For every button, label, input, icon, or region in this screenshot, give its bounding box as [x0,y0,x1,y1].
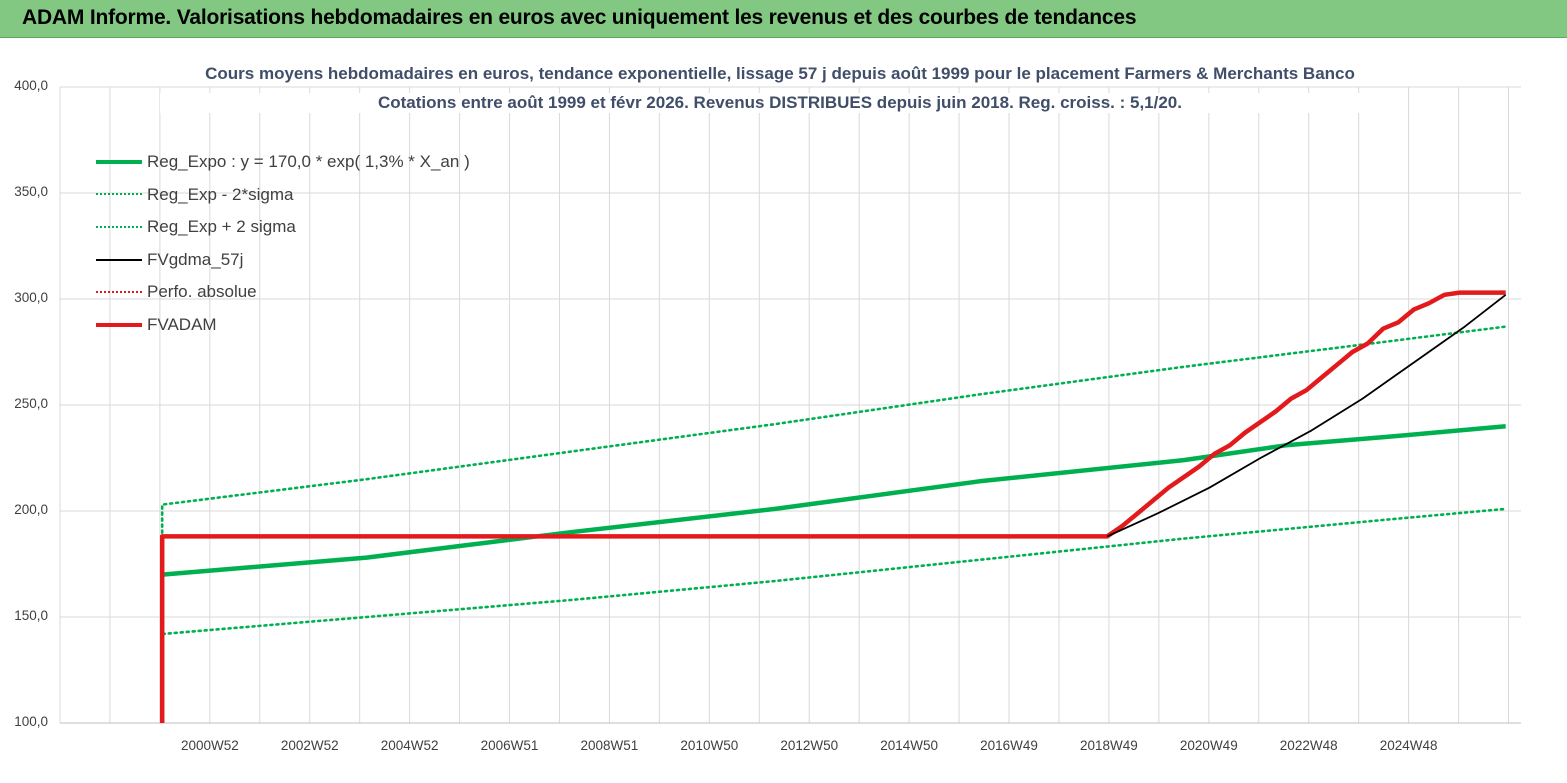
legend-label: FVgdma_57j [147,249,244,269]
legend-label: Reg_Exp - 2*sigma [147,184,294,204]
x-tick-label: 2024W48 [1379,738,1438,753]
x-tick-label: 2016W49 [980,738,1038,753]
legend-label: Reg_Exp + 2 sigma [147,217,296,237]
chart-area [0,38,1567,783]
report-banner: ADAM Informe. Valorisations hebdomadaire… [0,0,1567,38]
x-tick-label: 2020W49 [1179,738,1238,753]
x-tick-label: 2022W48 [1279,738,1338,753]
legend-label: FVADAM [147,315,217,334]
x-tick-label: 2008W51 [580,738,639,753]
y-tick-label: 300,0 [14,290,48,305]
x-tick-label: 2014W50 [880,738,939,753]
y-tick-label: 350,0 [14,184,48,199]
legend-swatch [96,225,142,228]
y-tick-label: 400,0 [14,78,48,93]
y-tick-label: 100,0 [14,714,48,729]
series-line-1 [160,507,1507,636]
x-tick-label: 2000W52 [180,738,239,753]
legend-swatch [96,291,142,294]
legend-swatch [96,258,142,261]
x-tick-label: 2004W52 [380,738,439,753]
legend-swatch [96,323,142,327]
chart-subtitle: Cotations entre août 1999 et févr 2026. … [160,93,1400,113]
x-tick-label: 2006W51 [480,738,539,753]
series-line-5 [159,290,1506,723]
legend-label: Perfo. absolue [147,282,257,302]
x-tick-label: 2018W49 [1080,738,1138,753]
y-tick-label: 150,0 [14,608,48,623]
x-tick-label: 2010W50 [680,738,739,753]
chart-title: Cours moyens hebdomadaires en euros, ten… [160,64,1400,84]
y-tick-label: 250,0 [14,396,48,411]
series-line-3 [1106,294,1507,538]
x-tick-label: 2002W52 [280,738,339,753]
x-tick-label: 2012W50 [780,738,839,753]
legend-label: Reg_Expo : y = 170,0 * exp( 1,3% * X_an … [147,152,470,171]
legend-swatch [96,193,142,196]
series-line-2 [160,325,1507,576]
series-line-0 [162,423,1506,577]
report-title: ADAM Informe. Valorisations hebdomadaire… [22,6,1137,29]
legend-swatch [96,160,142,164]
y-tick-label: 200,0 [14,502,48,517]
